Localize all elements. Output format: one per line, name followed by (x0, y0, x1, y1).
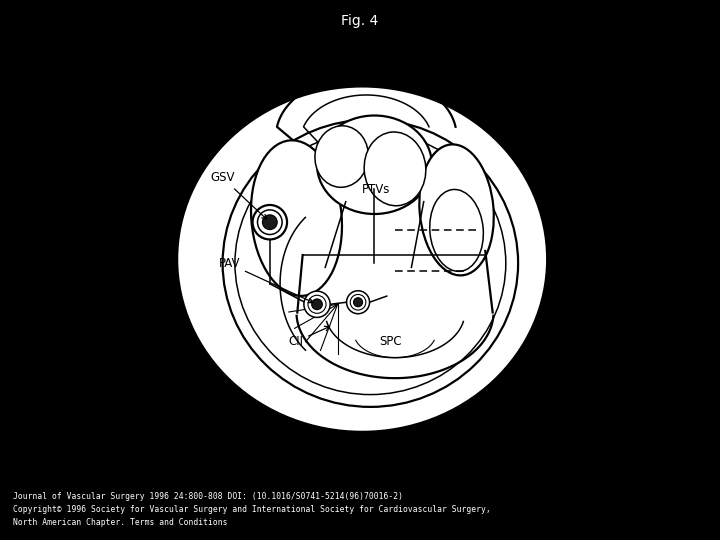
Text: PAV: PAV (219, 258, 313, 303)
Ellipse shape (315, 126, 369, 187)
Ellipse shape (251, 140, 342, 296)
Circle shape (346, 291, 369, 314)
Ellipse shape (235, 132, 505, 395)
Circle shape (253, 205, 287, 239)
Circle shape (308, 295, 326, 313)
Text: Fig. 4: Fig. 4 (341, 14, 379, 28)
Ellipse shape (178, 87, 547, 431)
Ellipse shape (419, 144, 494, 275)
Ellipse shape (222, 120, 518, 407)
Text: CII: CII (288, 326, 330, 348)
Ellipse shape (364, 132, 426, 206)
Circle shape (262, 215, 277, 230)
Ellipse shape (430, 190, 483, 272)
Text: Copyright© 1996 Society for Vascular Surgery and International Society for Cardi: Copyright© 1996 Society for Vascular Sur… (13, 505, 491, 514)
Circle shape (258, 210, 282, 234)
Circle shape (312, 299, 323, 309)
Text: North American Chapter. Terms and Conditions: North American Chapter. Terms and Condit… (13, 518, 228, 527)
Text: Journal of Vascular Surgery 1996 24:800-808 DOI: (10.1016/S0741-5214(96)70016-2): Journal of Vascular Surgery 1996 24:800-… (13, 492, 403, 501)
Ellipse shape (317, 116, 432, 214)
Circle shape (354, 298, 363, 307)
Text: SPC: SPC (379, 335, 402, 348)
Circle shape (304, 291, 330, 318)
Text: A: A (165, 444, 176, 459)
Text: PTVs: PTVs (362, 184, 390, 197)
Text: GSV: GSV (210, 171, 267, 219)
Circle shape (350, 294, 366, 310)
